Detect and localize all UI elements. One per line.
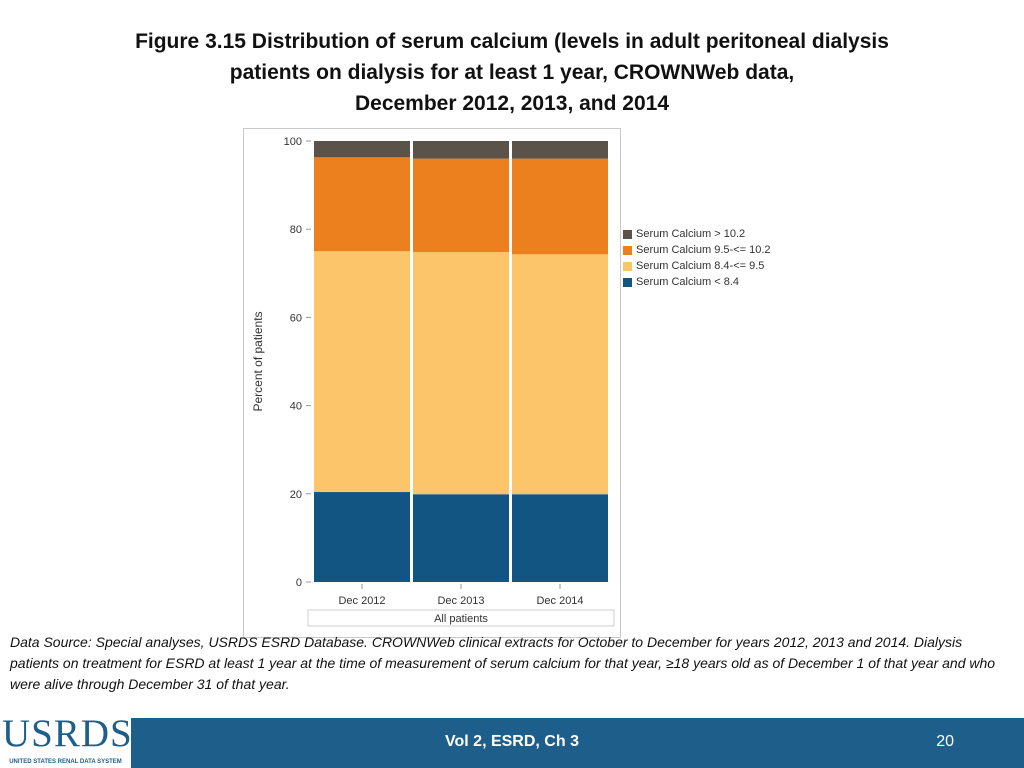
legend-swatch	[623, 229, 632, 239]
legend-item: Serum Calcium > 10.2	[623, 226, 771, 242]
chart-legend: Serum Calcium > 10.2 Serum Calcium 9.5-<=…	[623, 226, 771, 290]
bar-segment	[413, 141, 509, 159]
bar-segment	[512, 158, 608, 255]
y-tick-label: 0	[296, 577, 302, 589]
x-tick-label: Dec 2013	[437, 595, 484, 607]
group-label: All patients	[434, 613, 488, 625]
footer-bar: Vol 2, ESRD, Ch 3 20	[0, 718, 1024, 768]
group-label-box	[307, 609, 615, 627]
legend-label: Serum Calcium > 10.2	[636, 228, 746, 240]
y-tick-label: 100	[284, 136, 302, 148]
legend-label: Serum Calcium 8.4-<= 9.5	[636, 260, 765, 272]
title-line-1: Figure 3.15 Distribution of serum calciu…	[135, 30, 889, 53]
bar-segment	[512, 494, 608, 582]
legend-label: Serum Calcium 9.5-<= 10.2	[636, 244, 771, 256]
legend-item: Serum Calcium 8.4-<= 9.5	[623, 258, 771, 274]
y-tick-label: 40	[290, 401, 302, 413]
logo-wordmark: USRDS	[2, 712, 133, 755]
legend-swatch	[623, 261, 632, 271]
bar-segment	[512, 254, 608, 495]
bar-segment	[314, 492, 410, 582]
bar-segment	[512, 141, 608, 159]
legend-swatch	[623, 277, 632, 287]
footer-label: Vol 2, ESRD, Ch 3	[445, 733, 579, 750]
page-number: 20	[936, 733, 954, 750]
chart-frame: 0 20 40 60 80 100 Percent of patients Dec 2012 D…	[243, 128, 621, 638]
y-tick-label: 20	[290, 489, 302, 501]
x-tick-label: Dec 2014	[536, 595, 583, 607]
data-source-footnote: Data Source: Special analyses, USRDS ESR…	[10, 634, 996, 692]
figure-title: Figure 3.15 Distribution of serum calciu…	[60, 26, 964, 119]
legend-label: Serum Calcium < 8.4	[636, 276, 740, 288]
legend-item: Serum Calcium < 8.4	[623, 274, 771, 290]
legend-swatch	[623, 245, 632, 255]
y-tick-label: 60	[290, 312, 302, 324]
bar-segment	[413, 494, 509, 582]
y-tick-label: 80	[290, 224, 302, 236]
usrds-logo: USRDS UNITED STATES RENAL DATA SYSTEM	[0, 710, 133, 768]
title-line-2: patients on dialysis for at least 1 year…	[229, 61, 795, 84]
bar-segment	[314, 141, 410, 158]
logo-subtitle: UNITED STATES RENAL DATA SYSTEM	[9, 759, 122, 765]
x-tick-label: Dec 2012	[338, 595, 385, 607]
title-line-3: December 2012, 2013, and 2014	[354, 92, 670, 115]
y-axis-label: Percent of patients	[251, 311, 265, 411]
legend-item: Serum Calcium 9.5-<= 10.2	[623, 242, 771, 258]
stacked-bar-chart: 0 20 40 60 80 100 Percent of patients Dec 2012 D…	[251, 136, 615, 627]
bar-segment	[314, 157, 410, 252]
bar-segment	[413, 158, 509, 253]
bar-segment	[314, 251, 410, 493]
bar-segment	[413, 252, 509, 495]
